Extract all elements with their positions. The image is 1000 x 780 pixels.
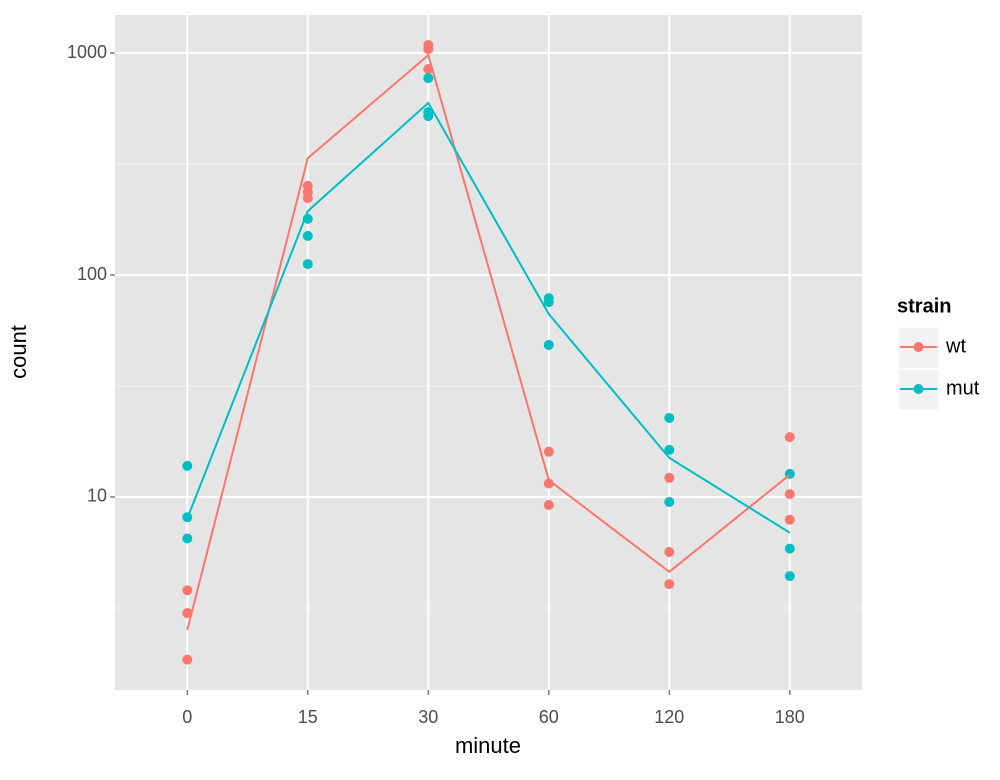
- point: [664, 412, 675, 423]
- point: [423, 111, 434, 122]
- x-tick-label: 0: [182, 707, 192, 727]
- x-tick-label: 15: [298, 707, 318, 727]
- point: [423, 73, 434, 84]
- point: [664, 444, 675, 455]
- point: [664, 579, 675, 590]
- x-tick-label: 120: [654, 707, 684, 727]
- y-tick-label: 1000: [67, 42, 107, 62]
- point: [302, 230, 313, 241]
- marks: [182, 40, 795, 665]
- legend-point: [913, 384, 924, 394]
- legend-label: wt: [945, 335, 966, 357]
- point: [784, 514, 795, 525]
- point: [302, 259, 313, 270]
- x-tick-label: 60: [539, 707, 559, 727]
- point: [182, 533, 193, 544]
- point: [182, 585, 193, 596]
- point: [182, 654, 193, 665]
- x-tick-label: 180: [775, 707, 805, 727]
- point: [182, 460, 193, 471]
- point: [784, 543, 795, 554]
- point: [302, 193, 313, 204]
- point: [543, 446, 554, 457]
- y-tick-label: 10: [87, 486, 107, 506]
- point: [664, 547, 675, 558]
- x-axis-label: minute: [455, 733, 521, 758]
- point: [664, 472, 675, 483]
- panel: [115, 15, 862, 690]
- point: [784, 571, 795, 582]
- point: [543, 297, 554, 308]
- grid: [115, 15, 862, 690]
- point: [543, 339, 554, 350]
- legend-title: strain: [897, 295, 951, 317]
- point: [784, 489, 795, 500]
- x-tick-label: 30: [418, 707, 438, 727]
- point: [784, 432, 795, 443]
- y-axis-label: count: [6, 325, 31, 379]
- point: [543, 500, 554, 511]
- point: [423, 44, 434, 55]
- line: [186, 53, 791, 631]
- point: [664, 496, 675, 507]
- y-tick-label: 100: [77, 264, 107, 284]
- point: [182, 608, 193, 619]
- line: [186, 101, 791, 534]
- legend-label: mut: [946, 377, 980, 399]
- legend-point: [913, 342, 924, 352]
